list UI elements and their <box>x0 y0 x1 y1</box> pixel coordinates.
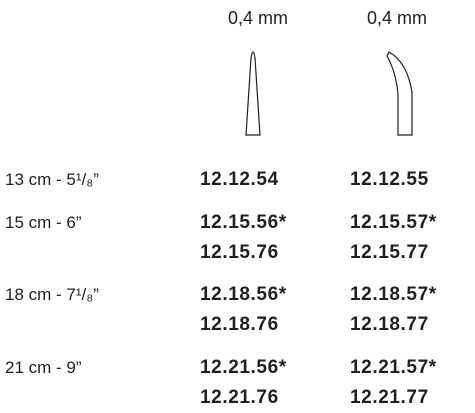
column-header: 0,4 mm <box>366 8 427 28</box>
article-number: 12.15.76 <box>200 242 279 263</box>
tip-icons <box>245 51 413 136</box>
article-number: 12.21.77 <box>350 387 429 408</box>
article-number: 12.21.76 <box>200 387 279 408</box>
row-label: 13 cm - 5¹/₈” <box>5 170 99 189</box>
article-number: 12.12.55 <box>350 169 429 190</box>
article-number: 12.18.77 <box>350 314 429 335</box>
article-number: 12.21.56* <box>200 357 287 378</box>
article-number: 12.18.56* <box>200 284 287 305</box>
article-number: 12.18.57* <box>350 284 437 305</box>
article-number: 12.15.57* <box>350 212 437 233</box>
row-label: 15 cm - 6” <box>5 213 82 232</box>
article-number: 12.15.56* <box>200 212 287 233</box>
row-label: 21 cm - 9” <box>5 358 82 377</box>
article-number: 12.21.57* <box>350 357 437 378</box>
article-number: 12.15.77 <box>350 242 429 263</box>
curved-tip-icon <box>386 51 413 136</box>
row-label: 18 cm - 7¹/₈” <box>5 285 99 304</box>
article-number: 12.12.54 <box>200 169 279 190</box>
straight-tip-icon <box>245 51 261 136</box>
article-number: 12.18.76 <box>200 314 279 335</box>
column-header: 0,4 mm <box>227 8 288 28</box>
